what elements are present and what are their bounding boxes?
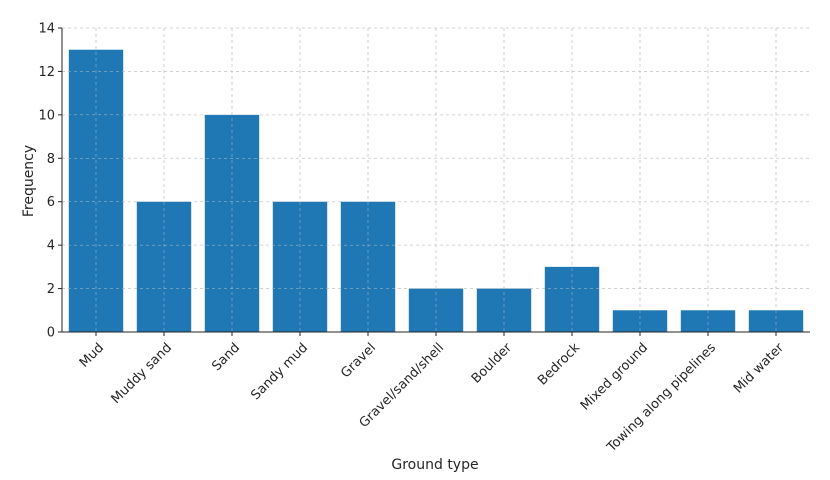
x-axis-title: Ground type [391,457,478,473]
bar-towing-along-pipelines [680,310,736,332]
x-tick-label: Boulder [469,340,516,387]
x-tick-label: Bedrock [535,340,583,388]
y-axis-title: Frequency [21,145,37,217]
y-tick-label: 2 [47,282,55,297]
axes-group [58,27,810,336]
y-tick-label: 0 [47,326,55,341]
bars-group [62,27,810,333]
y-tick-label: 10 [38,108,55,123]
bar-mid-water [748,310,804,332]
x-tick-label: Mid water [731,340,788,397]
y-tick-label: 14 [38,22,55,37]
y-tick-label: 4 [47,239,55,254]
x-tick-label: Mixed ground [578,340,651,413]
x-tick-label: Sand [209,340,243,374]
x-tick-label: Towing along pipelines [604,340,719,455]
x-tick-label: Muddy sand [109,340,175,406]
y-tick-label: 6 [47,195,55,210]
x-tick-label: Gravel [338,340,379,381]
x-tick-label: Mud [77,340,107,370]
y-tick-label: 12 [38,65,55,80]
x-tick-label: Sandy mud [248,340,311,403]
y-tick-labels: 0 2 4 6 8 10 12 14 [38,22,55,341]
bar-mixed-ground [612,310,668,332]
bar-sand [204,114,260,332]
y-tick-label: 8 [47,152,55,167]
x-tick-labels: Mud Muddy sand Sand Sandy mud GravelGravel/s… [77,340,788,456]
